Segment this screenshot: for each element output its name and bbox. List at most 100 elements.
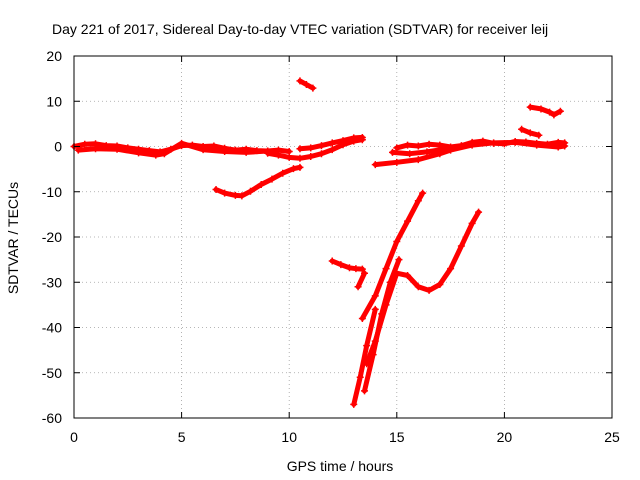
data-point (246, 187, 254, 195)
data-point (356, 373, 364, 381)
data-series (350, 305, 379, 408)
data-point (350, 400, 358, 408)
chart-title: Day 221 of 2017, Sidereal Day-to-day VTE… (52, 21, 548, 37)
data-point (257, 181, 265, 189)
data-point (511, 138, 519, 146)
data-point (199, 146, 207, 154)
data-layer (70, 77, 569, 408)
data-point (264, 149, 272, 157)
data-point (535, 131, 543, 139)
data-point (475, 208, 483, 216)
data-point (393, 269, 401, 277)
data-point (74, 146, 82, 154)
data-point (546, 108, 554, 116)
data-point (358, 265, 366, 273)
series-band (265, 137, 365, 161)
data-point (307, 144, 315, 152)
data-point (268, 175, 276, 183)
x-tick-label: 10 (281, 429, 297, 445)
data-series (363, 208, 483, 368)
data-point (490, 139, 498, 147)
x-tick-label: 20 (497, 429, 513, 445)
data-point (425, 286, 433, 294)
data-point (361, 387, 369, 395)
data-point (317, 142, 325, 150)
data-point (92, 145, 100, 153)
data-point (395, 256, 403, 264)
data-point (404, 141, 412, 149)
y-tick-label: -20 (42, 229, 62, 245)
series-band (213, 164, 303, 199)
ticks-layer: 0 5 10 15 20 25 -60 -50 -40 -30 -20 -10 0 10 20 (42, 48, 620, 445)
data-point (274, 151, 282, 159)
y-tick-label: -10 (42, 184, 62, 200)
data-point (135, 149, 143, 157)
data-point (414, 197, 422, 205)
series-band (351, 306, 378, 407)
y-tick-label: 20 (46, 48, 62, 64)
data-point (363, 342, 371, 350)
data-point (406, 150, 414, 158)
data-point (561, 142, 569, 150)
data-point (302, 81, 310, 89)
data-point (371, 161, 379, 169)
data-point (81, 140, 89, 148)
data-point (242, 148, 250, 156)
data-series (328, 257, 366, 273)
data-point (468, 141, 476, 149)
data-point (554, 143, 562, 151)
data-point (382, 301, 390, 309)
data-point (221, 147, 229, 155)
data-point (307, 152, 315, 160)
data-point (468, 219, 476, 227)
y-tick-label: 0 (54, 139, 62, 155)
data-point (371, 305, 379, 313)
data-point (339, 137, 347, 145)
data-point (328, 257, 336, 265)
data-series (296, 77, 317, 92)
data-series (518, 125, 543, 139)
data-point (393, 158, 401, 166)
x-tick-label: 5 (178, 429, 186, 445)
data-series (212, 163, 304, 200)
data-point (404, 217, 412, 225)
data-point (447, 265, 455, 273)
data-point (178, 139, 186, 147)
data-series (388, 145, 448, 158)
data-point (296, 145, 304, 153)
data-point (414, 142, 422, 150)
y-tick-label: -30 (42, 274, 62, 290)
data-point (414, 283, 422, 291)
data-point (550, 111, 558, 119)
x-tick-label: 15 (389, 429, 405, 445)
data-point (537, 105, 545, 113)
data-point (457, 242, 465, 250)
series-band (390, 146, 447, 157)
data-point (419, 189, 427, 197)
data-point (221, 189, 229, 197)
data-point (160, 150, 168, 158)
grid-layer (74, 56, 612, 418)
data-point (285, 153, 293, 161)
data-point (447, 146, 455, 154)
data-point (404, 271, 412, 279)
data-point (436, 281, 444, 289)
data-point (425, 140, 433, 148)
data-point (152, 151, 160, 159)
data-point (371, 337, 379, 345)
plot-frame (73, 55, 613, 419)
data-series (74, 139, 272, 159)
data-point (285, 147, 293, 155)
data-point (350, 134, 358, 142)
data-point (423, 148, 431, 156)
data-series (296, 133, 366, 153)
y-axis-title: SDTVAR / TECUs (5, 182, 21, 294)
data-point (393, 238, 401, 246)
y-tick-label: -50 (42, 365, 62, 381)
x-axis-title: GPS time / hours (287, 458, 394, 474)
y-tick-label: -40 (42, 320, 62, 336)
data-point (354, 283, 362, 291)
data-series (354, 269, 369, 291)
data-point (371, 292, 379, 300)
